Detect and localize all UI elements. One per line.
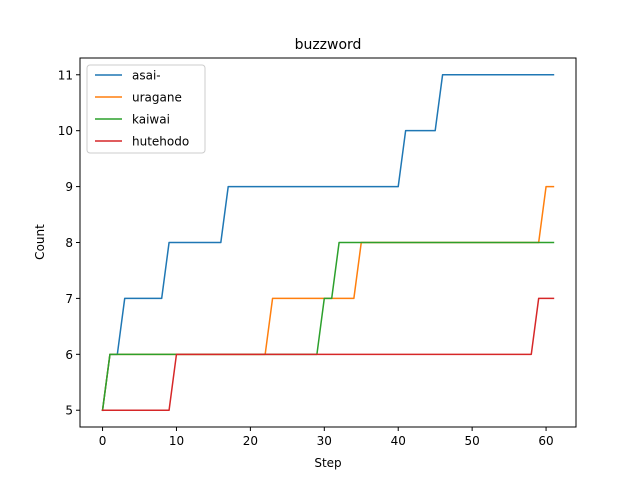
legend-label-1: uragane [132, 91, 182, 105]
y-axis: 5 6 7 8 9 10 11 [58, 68, 80, 418]
x-tick-label: 50 [465, 434, 480, 448]
y-tick-label: 9 [65, 180, 73, 194]
series-line-3 [101, 297, 555, 411]
x-tick-label: 20 [243, 434, 258, 448]
y-tick-label: 6 [65, 348, 73, 362]
chart-title: buzzword [295, 37, 362, 53]
y-tick-label: 5 [65, 404, 73, 418]
y-tick-label: 7 [65, 292, 73, 306]
legend: asai-uragane kaiwai hutehodo [86, 64, 206, 154]
x-tick-label: 10 [169, 434, 184, 448]
x-tick-label: 30 [317, 434, 332, 448]
x-tick-label: 40 [391, 434, 406, 448]
x-tick-label: 0 [99, 434, 107, 448]
legend-label-2: kaiwai [132, 113, 170, 127]
x-axis-label: Step [314, 456, 341, 470]
legend-label-0: asai- [132, 69, 161, 83]
x-axis: 0 10 20 30 40 50 60 [99, 427, 554, 448]
y-tick-label: 10 [58, 124, 73, 138]
legend-box [86, 64, 206, 154]
y-tick-label: 8 [65, 236, 73, 250]
plot-area [101, 74, 555, 412]
series-line-2 [101, 241, 555, 412]
y-tick-label: 11 [58, 68, 73, 82]
y-axis-label: Count [33, 224, 47, 260]
x-tick-label: 60 [538, 434, 553, 448]
legend-label-3: hutehodo [132, 135, 189, 149]
